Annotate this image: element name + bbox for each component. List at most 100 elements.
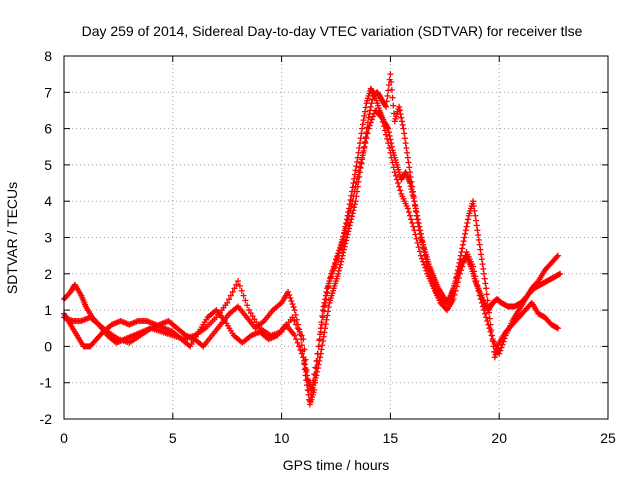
data-point-interp [367, 119, 374, 126]
data-point-interp [463, 223, 470, 230]
data-point-interp [474, 282, 481, 289]
data-point-interp [291, 317, 298, 324]
data-point-interp [412, 231, 419, 238]
data-point-interp [354, 174, 361, 180]
data-point-interp [377, 113, 384, 120]
data-point-interp [323, 288, 330, 295]
data-point-interp [293, 336, 300, 343]
data-point-interp [386, 144, 393, 151]
data-point [391, 169, 398, 176]
data-point-interp [384, 135, 391, 142]
data-point [291, 332, 298, 339]
data-point-interp [379, 118, 386, 125]
data-point-interp [238, 287, 245, 294]
chart-title: Day 259 of 2014, Sidereal Day-to-day VTE… [82, 23, 583, 39]
data-point-interp [227, 292, 234, 299]
data-point-interp [484, 317, 491, 324]
data-point [319, 307, 326, 314]
data-point-interp [415, 223, 422, 230]
data-point-interp [292, 311, 299, 318]
y-tick-label: 8 [44, 48, 52, 64]
data-point-interp [346, 222, 353, 229]
data-point-interp [482, 310, 489, 317]
data-point-interp [336, 264, 343, 271]
data-point [461, 234, 468, 241]
data-point-interp [362, 108, 369, 115]
y-tick-label: 1 [44, 302, 52, 318]
data-point-interp [362, 104, 369, 111]
data-point-interp [412, 203, 419, 210]
data-point-interp [359, 121, 366, 128]
data-point-interp [319, 342, 326, 349]
data-point-interp [534, 279, 541, 286]
data-point [313, 357, 320, 364]
data-point-interp [499, 341, 506, 348]
data-point-interp [355, 169, 362, 176]
data-point-interp [479, 303, 486, 310]
data-point [554, 252, 561, 259]
data-point-interp [369, 96, 376, 103]
data-point-interp [488, 332, 495, 339]
data-point-interp [478, 299, 485, 306]
data-point-interp [289, 301, 296, 308]
data-point-interp [475, 232, 482, 239]
data-point-interp [338, 241, 345, 248]
data-point [289, 314, 296, 321]
data-point-interp [344, 216, 351, 223]
data-point-interp [351, 175, 358, 182]
data-point-interp [255, 322, 262, 329]
x-tick-label: 20 [491, 430, 507, 446]
data-point-interp [249, 313, 256, 320]
data-point-interp [459, 241, 466, 248]
data-point-interp [480, 270, 487, 277]
data-point-interp [389, 94, 396, 101]
data-point-interp [501, 335, 508, 342]
data-point-interp [485, 321, 492, 328]
data-point-interp [403, 144, 410, 151]
y-tick-label: 0 [44, 338, 52, 354]
data-point-interp [480, 265, 487, 272]
data-point-interp [388, 86, 395, 93]
data-point-interp [553, 253, 560, 260]
data-point [319, 314, 326, 321]
data-point-interp [229, 288, 236, 295]
data-point-interp [330, 263, 337, 270]
data-point-interp [233, 281, 240, 288]
x-tick-label: 15 [383, 430, 399, 446]
data-point-interp [287, 295, 294, 301]
data-point-interp [390, 164, 397, 171]
data-point-interp [288, 298, 295, 305]
data-point-interp [296, 328, 303, 335]
grid [64, 56, 608, 419]
data-point-interp [336, 247, 343, 254]
data-point-interp [352, 167, 359, 174]
data-point-interp [340, 233, 347, 240]
data-point-interp [420, 258, 427, 265]
data-point-interp [296, 343, 303, 350]
data-point-interp [240, 292, 247, 299]
data-point [378, 114, 385, 121]
data-point-interp [362, 140, 369, 147]
data-point-interp [411, 198, 418, 205]
data-point-interp [421, 261, 428, 268]
data-point-interp [294, 339, 301, 346]
data-point-interp [317, 354, 324, 361]
data-point [383, 103, 390, 110]
data-point-interp [401, 130, 408, 137]
data-point-interp [298, 342, 305, 349]
data-point-interp [323, 296, 330, 303]
data-point [554, 325, 561, 332]
data-point-interp [397, 187, 404, 194]
series-track-a [61, 85, 564, 408]
data-point-interp [388, 79, 395, 86]
data-point-interp [303, 366, 310, 373]
data-point-interp [335, 250, 342, 257]
data-point-interp [298, 332, 305, 339]
data-point-interp [324, 290, 331, 297]
data-point-interp [387, 149, 394, 156]
data-point-interp [367, 103, 374, 110]
data-point-interp [464, 219, 471, 226]
data-point-interp [319, 313, 326, 320]
data-point-interp [351, 204, 358, 211]
data-point-interp [475, 287, 482, 294]
